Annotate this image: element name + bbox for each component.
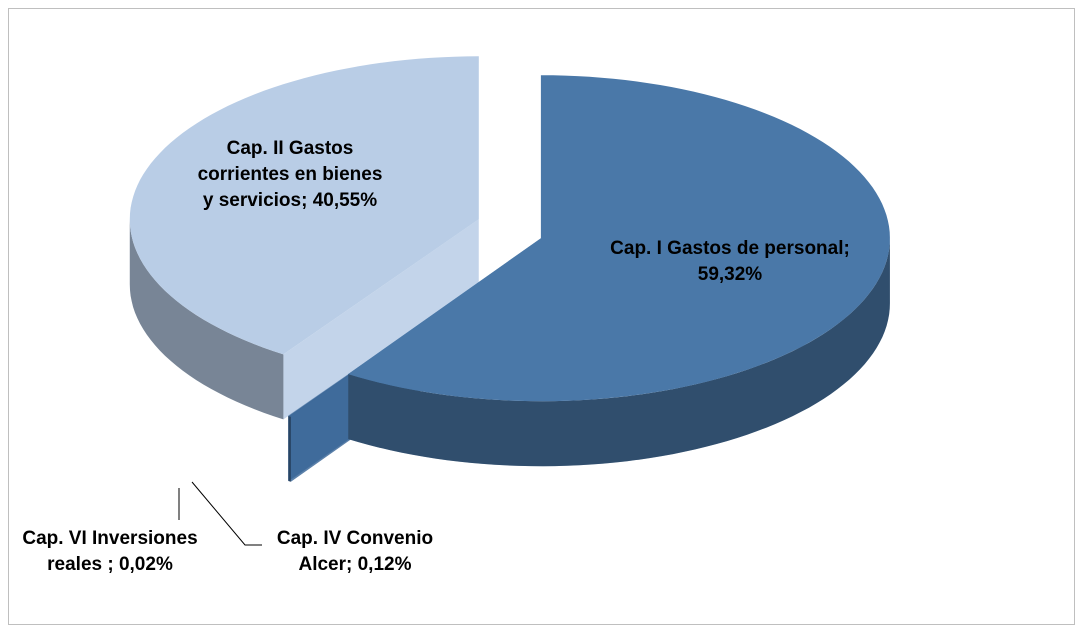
chart-border xyxy=(8,8,1075,625)
data-label: Cap. II Gastos corrientes en bienes y se… xyxy=(197,138,383,211)
slice-wall-shade xyxy=(348,238,890,467)
slice-top xyxy=(348,75,890,402)
slice-wall xyxy=(129,219,284,420)
slice-wall-shade xyxy=(129,219,284,420)
slice xyxy=(348,75,890,467)
slice-wall-shade xyxy=(288,416,291,482)
data-label: Cap. VI Inversiones reales ; 0,02% xyxy=(22,528,198,575)
slices xyxy=(129,56,890,482)
data-label: Cap. I Gastos de personal; 59,32% xyxy=(610,238,850,285)
slice-face xyxy=(283,219,479,420)
slice xyxy=(129,56,479,420)
slice-wall xyxy=(288,416,291,482)
data-label: Cap. IV Convenio Alcer; 0,12% xyxy=(276,528,434,575)
slice-wall xyxy=(348,238,890,467)
leader-line xyxy=(191,481,262,546)
slice-top xyxy=(129,56,479,355)
